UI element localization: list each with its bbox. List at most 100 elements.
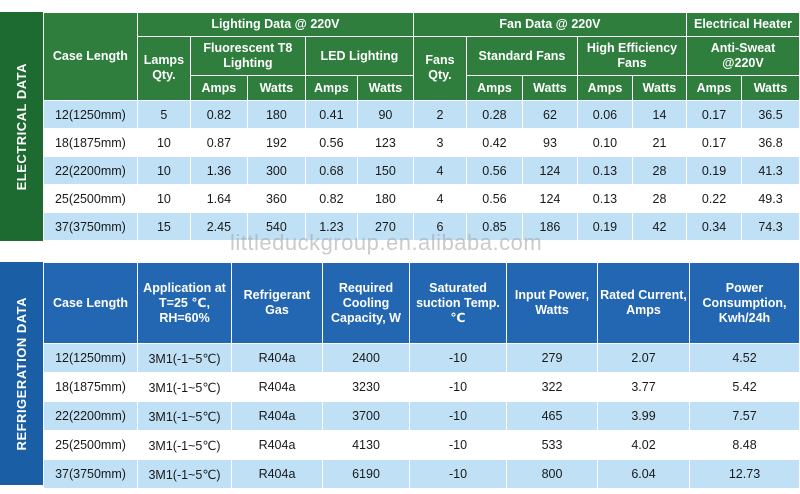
case-length-cell: 18(1875mm) [43, 372, 138, 402]
table-cell: 465 [506, 401, 598, 431]
watts-header: Watts [740, 75, 800, 102]
table-cell: 2 [412, 100, 467, 130]
table-cell: 3M1(-1~5℃) [137, 459, 232, 489]
table-cell: -10 [409, 430, 507, 460]
table-cell: 322 [506, 372, 598, 402]
suction-temp-header: Saturated suction Temp. ℃ [409, 262, 507, 344]
table-cell: 28 [631, 156, 687, 186]
table-cell: 10 [136, 128, 191, 158]
table-cell: 74.3 [740, 212, 800, 241]
refrigeration-side-label: REFRIGERATION DATA [0, 262, 43, 485]
table-cell: 0.19 [576, 212, 633, 241]
case-length-cell: 12(1250mm) [42, 100, 138, 130]
table-cell: 360 [246, 184, 306, 214]
table-row: 18(1875mm) 10 0.87 192 0.56 123 3 0.42 93 0.10 21 0… [42, 128, 800, 158]
table-cell: 0.42 [465, 128, 523, 158]
electrical-unit-row: Amps Watts Amps Watts Amps Watts Amps Wa… [43, 75, 800, 102]
table-cell: 4.02 [597, 430, 690, 460]
table-cell: 2.07 [597, 343, 690, 373]
table-cell: 0.85 [465, 212, 523, 241]
table-cell: 1.64 [189, 184, 248, 214]
table-cell: 180 [246, 100, 306, 130]
table-cell: 0.10 [576, 128, 633, 158]
electrical-data-panel: ELECTRICAL DATA Case Length Lighting Dat… [0, 11, 800, 241]
table-row: 12(1250mm) 3M1(-1~5℃) R404a 2400 -10 279 2.07 4… [43, 343, 800, 373]
table-cell: 28 [631, 184, 687, 214]
anti-sweat-header: Anti-Sweat @220V [685, 35, 800, 77]
lamps-qty-header: Lamps Qty. [136, 35, 191, 102]
table-cell: 4.52 [689, 343, 800, 373]
table-cell: 123 [356, 128, 414, 158]
watts-header: Watts [631, 75, 687, 102]
table-cell: 90 [356, 100, 414, 130]
fluorescent-header: Fluorescent T8 Lighting [189, 35, 306, 77]
table-cell: 12.73 [689, 459, 800, 489]
table-row: 12(1250mm) 5 0.82 180 0.41 90 2 0.28 62 0.06 14 0.1… [42, 100, 800, 130]
table-cell: 3230 [322, 372, 410, 402]
case-length-cell: 37(3750mm) [43, 459, 138, 489]
table-cell: 3M1(-1~5℃) [137, 401, 232, 431]
table-cell: 0.56 [465, 184, 523, 214]
case-length-header: Case Length [43, 262, 138, 344]
table-cell: 279 [506, 343, 598, 373]
table-cell: 0.06 [576, 100, 633, 130]
table-cell: 6 [412, 212, 467, 241]
electrical-group-header-row: Case Length Lighting Data @ 220V Fan Dat… [42, 11, 800, 102]
table-cell: 3.77 [597, 372, 690, 402]
table-cell: 0.41 [304, 100, 358, 130]
table-cell: 41.3 [740, 156, 800, 186]
table-cell: 7.57 [689, 401, 800, 431]
table-cell: 1.23 [304, 212, 358, 241]
table-cell: R404a [231, 401, 323, 431]
table-cell: 3 [412, 128, 467, 158]
high-eff-fans-header: High Efficiency Fans [576, 35, 687, 77]
table-cell: R404a [231, 430, 323, 460]
table-cell: -10 [409, 401, 507, 431]
table-cell: 0.82 [189, 100, 248, 130]
table-cell: 124 [521, 156, 578, 186]
table-row: 22(2200mm) 3M1(-1~5℃) R404a 3700 -10 465 3.99 7… [43, 401, 800, 431]
fan-group-header: Fan Data @ 220V [412, 12, 687, 37]
table-cell: 8.48 [689, 430, 800, 460]
table-cell: 0.82 [304, 184, 358, 214]
amps-header: Amps [465, 75, 523, 102]
table-cell: 0.68 [304, 156, 358, 186]
lighting-group-header: Lighting Data @ 220V [136, 12, 414, 37]
table-cell: 533 [506, 430, 598, 460]
amps-header: Amps [576, 75, 633, 102]
table-cell: 3M1(-1~5℃) [137, 372, 232, 402]
table-cell: 0.56 [465, 156, 523, 186]
table-cell: 3.99 [597, 401, 690, 431]
table-cell: 5.42 [689, 372, 800, 402]
table-cell: 42 [631, 212, 687, 241]
table-row: 25(2500mm) 3M1(-1~5℃) R404a 4130 -10 533 4.02 8… [43, 430, 800, 460]
table-cell: 21 [631, 128, 687, 158]
table-row: 37(3750mm) 15 2.45 540 1.23 270 6 0.85 186 0.19 42… [42, 212, 800, 241]
table-cell: -10 [409, 372, 507, 402]
power-consumption-header: Power Consumption, Kwh/24h [689, 262, 800, 344]
table-cell: R404a [231, 343, 323, 373]
table-cell: 3M1(-1~5℃) [137, 430, 232, 460]
table-cell: 0.17 [685, 100, 742, 130]
fans-qty-header: Fans Qty. [412, 35, 467, 102]
table-cell: 3M1(-1~5℃) [137, 343, 232, 373]
table-cell: 15 [136, 212, 191, 241]
led-header: LED Lighting [304, 35, 414, 77]
table-cell: 0.22 [685, 184, 742, 214]
table-cell: 150 [356, 156, 414, 186]
table-cell: 36.8 [740, 128, 800, 158]
case-length-header: Case Length [42, 11, 138, 102]
case-length-cell: 25(2500mm) [43, 430, 138, 460]
table-cell: R404a [231, 372, 323, 402]
table-row: 18(1875mm) 3M1(-1~5℃) R404a 3230 -10 322 3.77 5… [43, 372, 800, 402]
refrigeration-data-panel: REFRIGERATION DATA Case Length Applicati… [0, 262, 800, 489]
table-cell: 93 [521, 128, 578, 158]
case-length-cell: 18(1875mm) [42, 128, 138, 158]
table-cell: 0.13 [576, 156, 633, 186]
table-cell: 540 [246, 212, 306, 241]
table-cell: 192 [246, 128, 306, 158]
case-length-cell: 25(2500mm) [42, 184, 138, 214]
case-length-cell: 22(2200mm) [43, 401, 138, 431]
table-cell: 800 [506, 459, 598, 489]
table-cell: 2.45 [189, 212, 248, 241]
